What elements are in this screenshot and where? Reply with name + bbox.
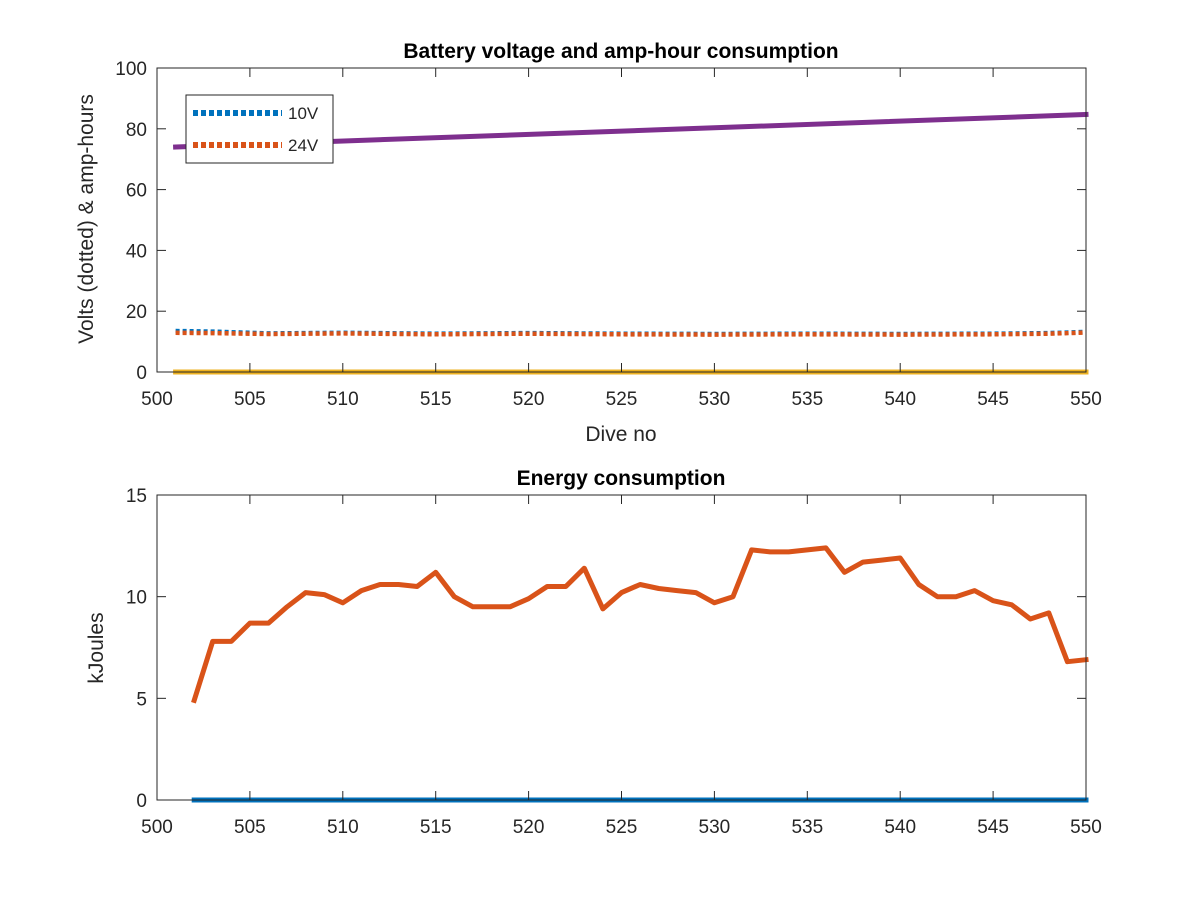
energy-chart-y-tick-label: 5 [136, 689, 147, 710]
battery-chart-x-tick-label: 525 [606, 389, 638, 410]
battery-chart-y-tick-label: 40 [126, 241, 147, 262]
battery-chart-x-tick-label: 540 [884, 389, 916, 410]
energy-chart-y-axis-label: kJoules [85, 612, 108, 683]
battery-chart-x-tick-label: 530 [699, 389, 731, 410]
energy-chart-x-tick-label: 535 [791, 817, 823, 838]
battery-chart-legend: 10V 24V [185, 94, 334, 164]
energy-chart-x-tick-label: 545 [977, 817, 1009, 838]
energy-chart-x-tick-label: 510 [327, 817, 359, 838]
battery-chart-series-line-24v [175, 330, 1087, 337]
battery-chart-x-tick-label: 520 [513, 389, 545, 410]
battery-chart-x-tick-label: 550 [1070, 389, 1102, 410]
energy-chart-y-tick-label: 10 [126, 588, 147, 609]
legend-label-10v: 10V [288, 104, 319, 123]
energy-chart-x-tick-label: 505 [234, 817, 266, 838]
battery-chart-x-tick-label: 510 [327, 389, 359, 410]
energy-chart: Energy consumption kJoules 500 505 510 515 5… [85, 467, 1102, 838]
battery-chart-x-tick-label: 515 [420, 389, 452, 410]
battery-chart-x-tick-label: 545 [977, 389, 1009, 410]
battery-chart-y-axis-label: Volts (dotted) & amp-hours [75, 94, 98, 344]
energy-chart-x-tick-label: 530 [699, 817, 731, 838]
battery-chart-y-tick-label: 60 [126, 181, 147, 202]
battery-chart-x-axis-label: Dive no [585, 423, 656, 446]
battery-chart-y-tick-label: 0 [136, 363, 147, 384]
energy-chart-title: Energy consumption [517, 467, 726, 490]
energy-chart-series-line-solid-0 [191, 545, 1089, 704]
battery-chart-y-tick-label: 100 [115, 59, 147, 80]
energy-chart-x-tick-label: 520 [513, 817, 545, 838]
legend-box [185, 94, 334, 164]
battery-chart-x-tick-label: 535 [791, 389, 823, 410]
energy-chart-x-tick-label: 540 [884, 817, 916, 838]
battery-chart-title: Battery voltage and amp-hour consumption [403, 40, 838, 63]
battery-chart: Battery voltage and amp-hour consumption… [75, 40, 1102, 446]
energy-chart-x-tick-label: 550 [1070, 817, 1102, 838]
energy-chart-x-tick-label: 525 [606, 817, 638, 838]
battery-chart-axes-box [156, 67, 1087, 373]
battery-chart-y-tick-label: 20 [126, 302, 147, 323]
battery-chart-y-tick-label: 80 [126, 120, 147, 141]
energy-chart-x-tick-label: 500 [141, 817, 173, 838]
battery-chart-ticks: 500 505 510 515 520 525 530 535 540 545 550 0 20 40 60… [115, 59, 1102, 410]
energy-chart-x-tick-label: 515 [420, 817, 452, 838]
battery-chart-x-tick-label: 505 [234, 389, 266, 410]
energy-chart-y-tick-label: 15 [126, 486, 147, 507]
battery-chart-x-tick-label: 500 [141, 389, 173, 410]
energy-chart-y-tick-label: 0 [136, 791, 147, 812]
energy-chart-axes-box [156, 494, 1087, 801]
legend-label-24v: 24V [288, 136, 319, 155]
